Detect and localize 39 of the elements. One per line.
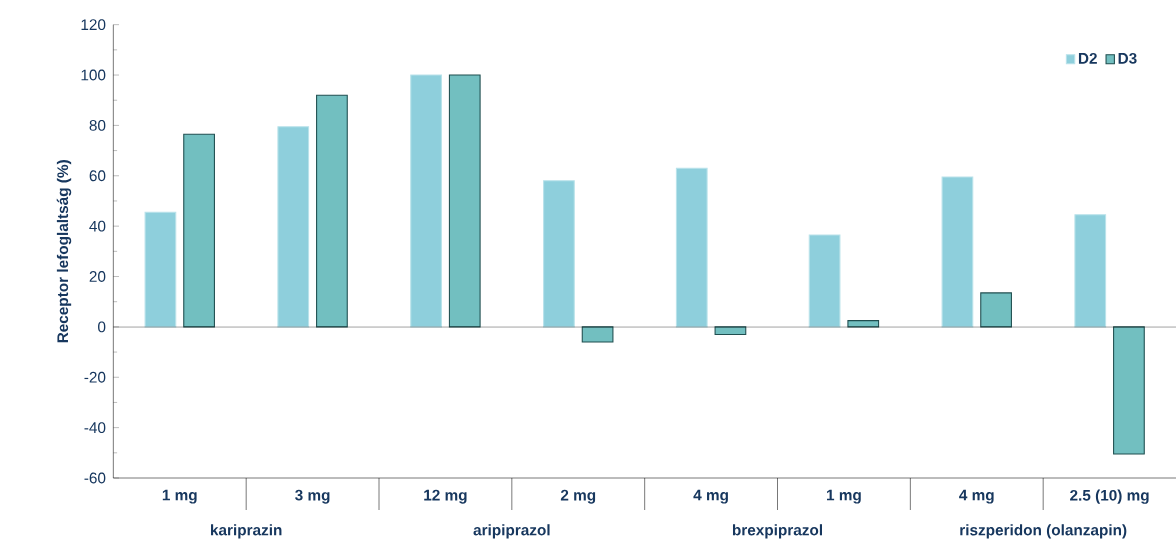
y-tick-label: 0 bbox=[98, 321, 106, 333]
y-axis-title: Receptor lefoglaltság (%) bbox=[56, 160, 72, 343]
bar bbox=[1074, 214, 1107, 328]
bar bbox=[316, 94, 348, 328]
x-tick-label: 1 mg bbox=[826, 489, 861, 504]
bar bbox=[808, 234, 841, 328]
y-tick-label: -60 bbox=[84, 472, 106, 484]
bar bbox=[410, 74, 442, 328]
text: aripiprazol bbox=[473, 524, 550, 539]
bar bbox=[448, 74, 481, 328]
bar bbox=[144, 211, 177, 328]
bar bbox=[1113, 326, 1145, 455]
bar bbox=[277, 126, 310, 328]
x-tick-label: 2.5 (10) mg bbox=[1070, 489, 1149, 504]
bar bbox=[543, 180, 575, 328]
text: riszperidon (olanzapin) bbox=[960, 524, 1127, 539]
bar bbox=[941, 176, 974, 328]
y-tick-label: 40 bbox=[89, 220, 106, 232]
text: brexpiprazol bbox=[732, 524, 823, 539]
x-tick-label: 3 mg bbox=[295, 489, 330, 504]
bar bbox=[183, 133, 215, 328]
bar bbox=[980, 292, 1012, 328]
y-tick-label: -40 bbox=[84, 422, 106, 434]
legend-label: D2 bbox=[1078, 52, 1097, 64]
y-tick-label: 100 bbox=[81, 69, 106, 81]
bar bbox=[581, 326, 614, 343]
bar bbox=[675, 167, 708, 328]
y-tick-label: 80 bbox=[89, 119, 106, 131]
text: kariprazin bbox=[211, 524, 282, 539]
x-tick-label: 1 mg bbox=[162, 489, 197, 504]
y-tick-label: 60 bbox=[89, 170, 106, 182]
y-tick-label: 120 bbox=[81, 19, 106, 31]
x-tick-label: 4 mg bbox=[693, 489, 728, 504]
x-tick-label: 12 mg bbox=[424, 489, 467, 504]
x-tick-label: 2 mg bbox=[560, 489, 596, 504]
y-tick-label: 20 bbox=[89, 271, 106, 282]
y-tick-label: -20 bbox=[84, 371, 106, 383]
x-tick-label: 4 mg bbox=[959, 489, 994, 504]
legend-label: D3 bbox=[1118, 52, 1137, 64]
